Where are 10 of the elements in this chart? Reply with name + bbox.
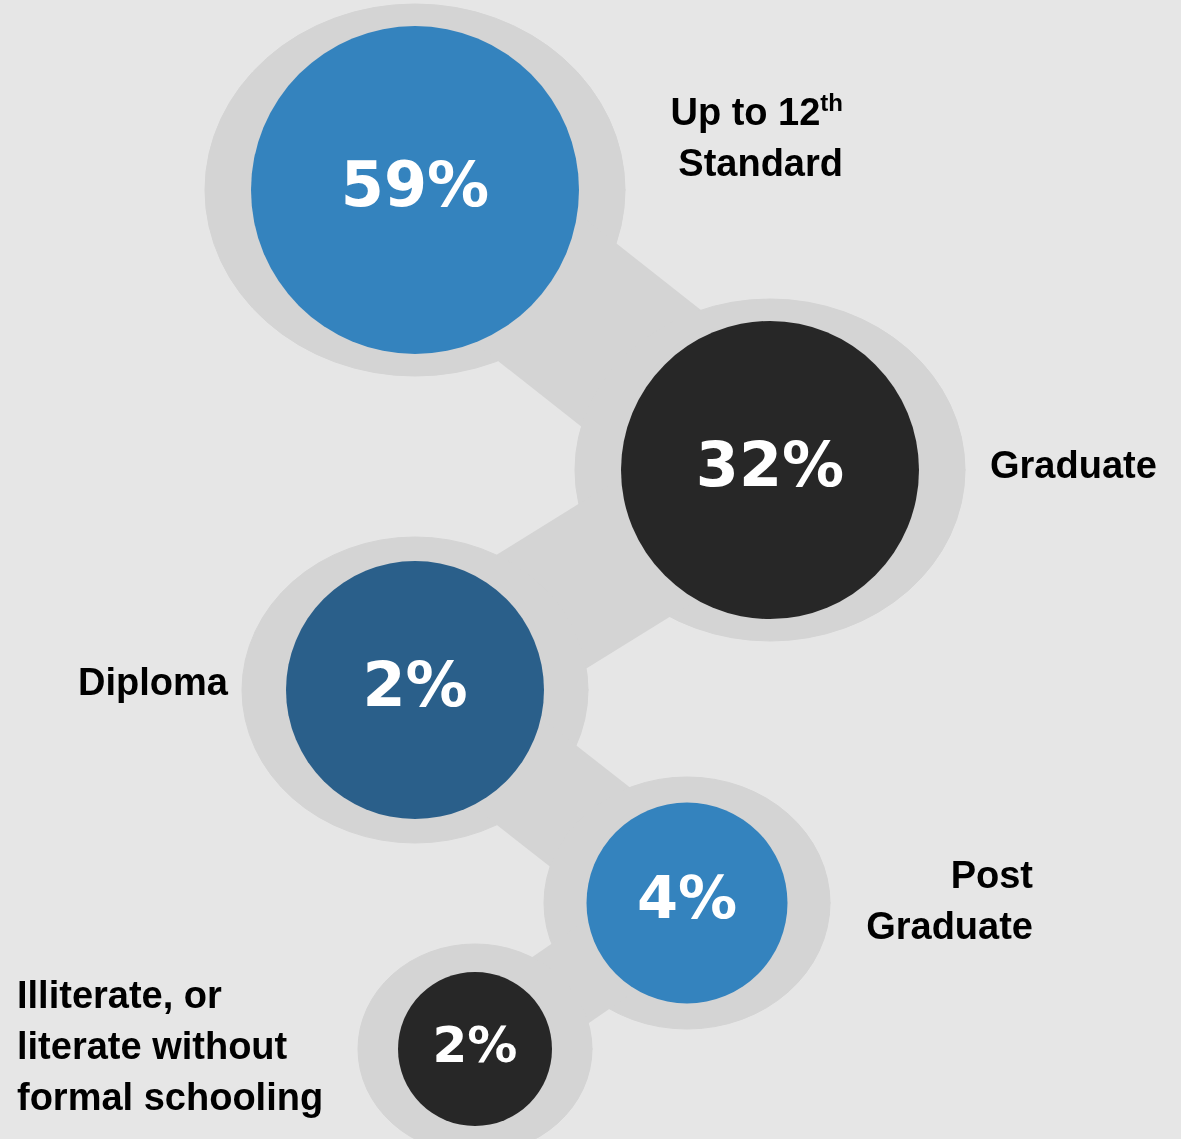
data-label: 2% (432, 1015, 518, 1074)
data-label: 59% (340, 148, 490, 222)
data-label: 4% (636, 863, 738, 933)
category-label: Up to 12$^{th}$ Standard (670, 88, 843, 186)
category-label: Illiterate, or literate without formal schooling (17, 973, 324, 1120)
category-label: Graduate (990, 443, 1157, 488)
category-label: Post Graduate (866, 853, 1033, 949)
data-label: 2% (362, 648, 468, 722)
category-label: Diploma (78, 660, 228, 705)
data-label: 32% (695, 428, 845, 502)
